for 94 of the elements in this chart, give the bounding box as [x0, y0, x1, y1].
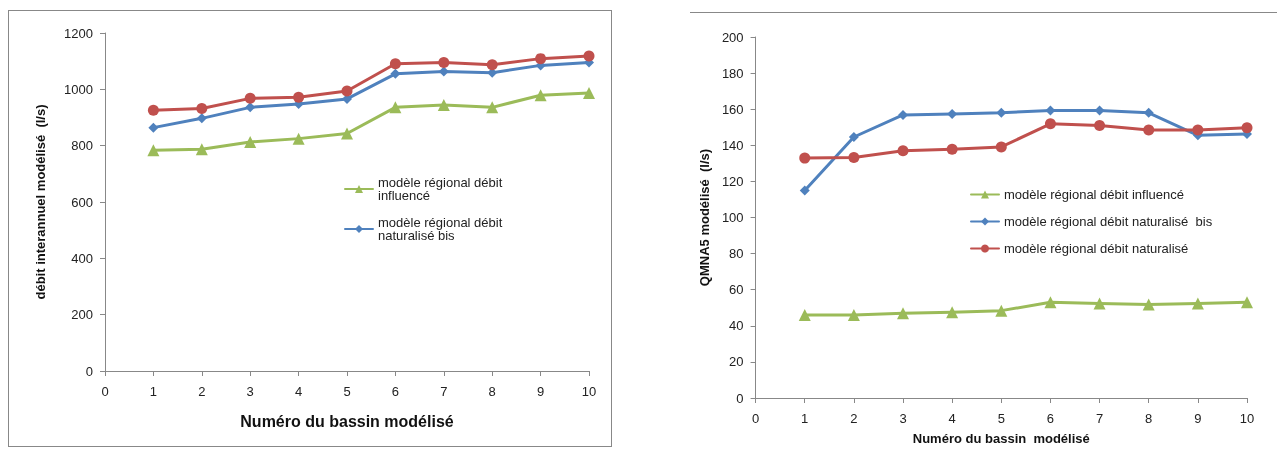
x-tick-label: 3: [246, 384, 254, 399]
y-tick-label: 140: [721, 137, 744, 153]
point: [244, 136, 257, 149]
point: [437, 99, 450, 112]
y-tick-label: 20: [729, 354, 744, 370]
y-tick-label: 40: [729, 318, 744, 334]
point: [292, 132, 305, 145]
legend-label: modèle régional débit influencé: [1004, 187, 1184, 202]
y-tick-label: 60: [729, 282, 744, 298]
y-tick-label: 200: [71, 307, 93, 323]
legend-label: modèle régional débit naturalisé bis: [1004, 214, 1213, 229]
point: [583, 50, 595, 62]
point: [1241, 122, 1253, 134]
x-tick-label: 4: [294, 384, 303, 399]
point: [148, 122, 159, 133]
point: [147, 144, 160, 157]
x-tick-label: 1: [149, 384, 158, 399]
point: [389, 101, 402, 114]
y-tick-label: 1200: [64, 25, 93, 41]
x-tick-label: 8: [1145, 411, 1153, 426]
point: [1044, 296, 1057, 309]
legend-label: modèle régional débit naturalisé bis: [378, 215, 506, 243]
x-axis-title: Numéro du bassin modélisé: [240, 412, 454, 430]
x-tick-label: 10: [581, 384, 597, 399]
x-tick-label: 6: [1046, 411, 1055, 426]
point: [1142, 298, 1155, 311]
point: [1094, 119, 1106, 131]
point: [293, 91, 305, 103]
point: [1093, 297, 1106, 310]
legend-label: modèle régional débit naturalisé: [1004, 241, 1189, 256]
y-tick-label: 160: [721, 101, 744, 117]
x-axis-title: Numéro du bassin modélisé: [912, 431, 1090, 446]
point: [946, 306, 959, 319]
y-tick-label: 800: [71, 138, 93, 154]
x-tick-label: 7: [1095, 411, 1104, 426]
point: [798, 308, 811, 321]
point: [341, 127, 353, 140]
y-tick-label: 180: [721, 65, 744, 81]
y-axis-title: QMNA5 modélisé (l/s): [697, 148, 712, 287]
y-tick-label: 100: [721, 210, 744, 225]
x-tick-label: 5: [997, 411, 1005, 426]
x-tick-label: 0: [751, 411, 760, 426]
point: [486, 101, 499, 114]
point: [583, 87, 595, 99]
y-tick-label: 120: [721, 173, 744, 189]
point: [799, 152, 811, 164]
point: [1241, 296, 1253, 309]
point: [195, 143, 208, 156]
point: [897, 307, 910, 320]
point: [245, 102, 256, 113]
point: [848, 132, 859, 142]
y-tick-label: 80: [729, 246, 744, 262]
point: [196, 113, 207, 124]
point: [946, 143, 958, 155]
point: [244, 92, 256, 104]
point: [1191, 297, 1204, 310]
point: [147, 104, 159, 116]
point: [848, 151, 860, 163]
x-tick-label: 9: [1194, 411, 1202, 426]
point: [486, 59, 498, 71]
y-tick-label: 0: [85, 363, 93, 379]
legend-label: modèle régional débit influencé: [378, 175, 506, 203]
x-tick-label: 8: [488, 384, 496, 399]
point: [389, 58, 401, 70]
point: [1143, 124, 1155, 136]
x-tick-label: 1: [801, 411, 809, 426]
x-tick-label: 0: [101, 384, 109, 399]
x-tick-label: 3: [899, 411, 907, 426]
point: [535, 53, 547, 65]
point: [847, 308, 860, 321]
point: [799, 185, 810, 196]
y-tick-label: 400: [71, 250, 93, 266]
x-tick-label: 10: [1239, 411, 1255, 426]
x-tick-label: 7: [440, 384, 448, 399]
y-tick-label: 600: [71, 194, 93, 210]
x-tick-label: 4: [948, 411, 956, 426]
point: [438, 57, 450, 69]
point: [534, 89, 547, 102]
point: [196, 102, 208, 114]
x-tick-label: 2: [850, 411, 858, 426]
x-tick-label: 6: [391, 384, 400, 399]
y-tick-label: 200: [721, 29, 744, 45]
x-tick-label: 2: [198, 384, 206, 399]
x-tick-label: 5: [343, 384, 351, 399]
y-axis-title: débit interannuel modélisé (l/s): [33, 104, 48, 300]
x-tick-label: 9: [536, 384, 545, 399]
point: [341, 85, 353, 97]
y-tick-label: 1000: [64, 81, 93, 97]
point: [995, 304, 1008, 317]
point: [995, 141, 1007, 153]
point: [1192, 124, 1204, 136]
point: [1044, 118, 1056, 130]
point: [897, 145, 909, 157]
point: [438, 66, 449, 77]
